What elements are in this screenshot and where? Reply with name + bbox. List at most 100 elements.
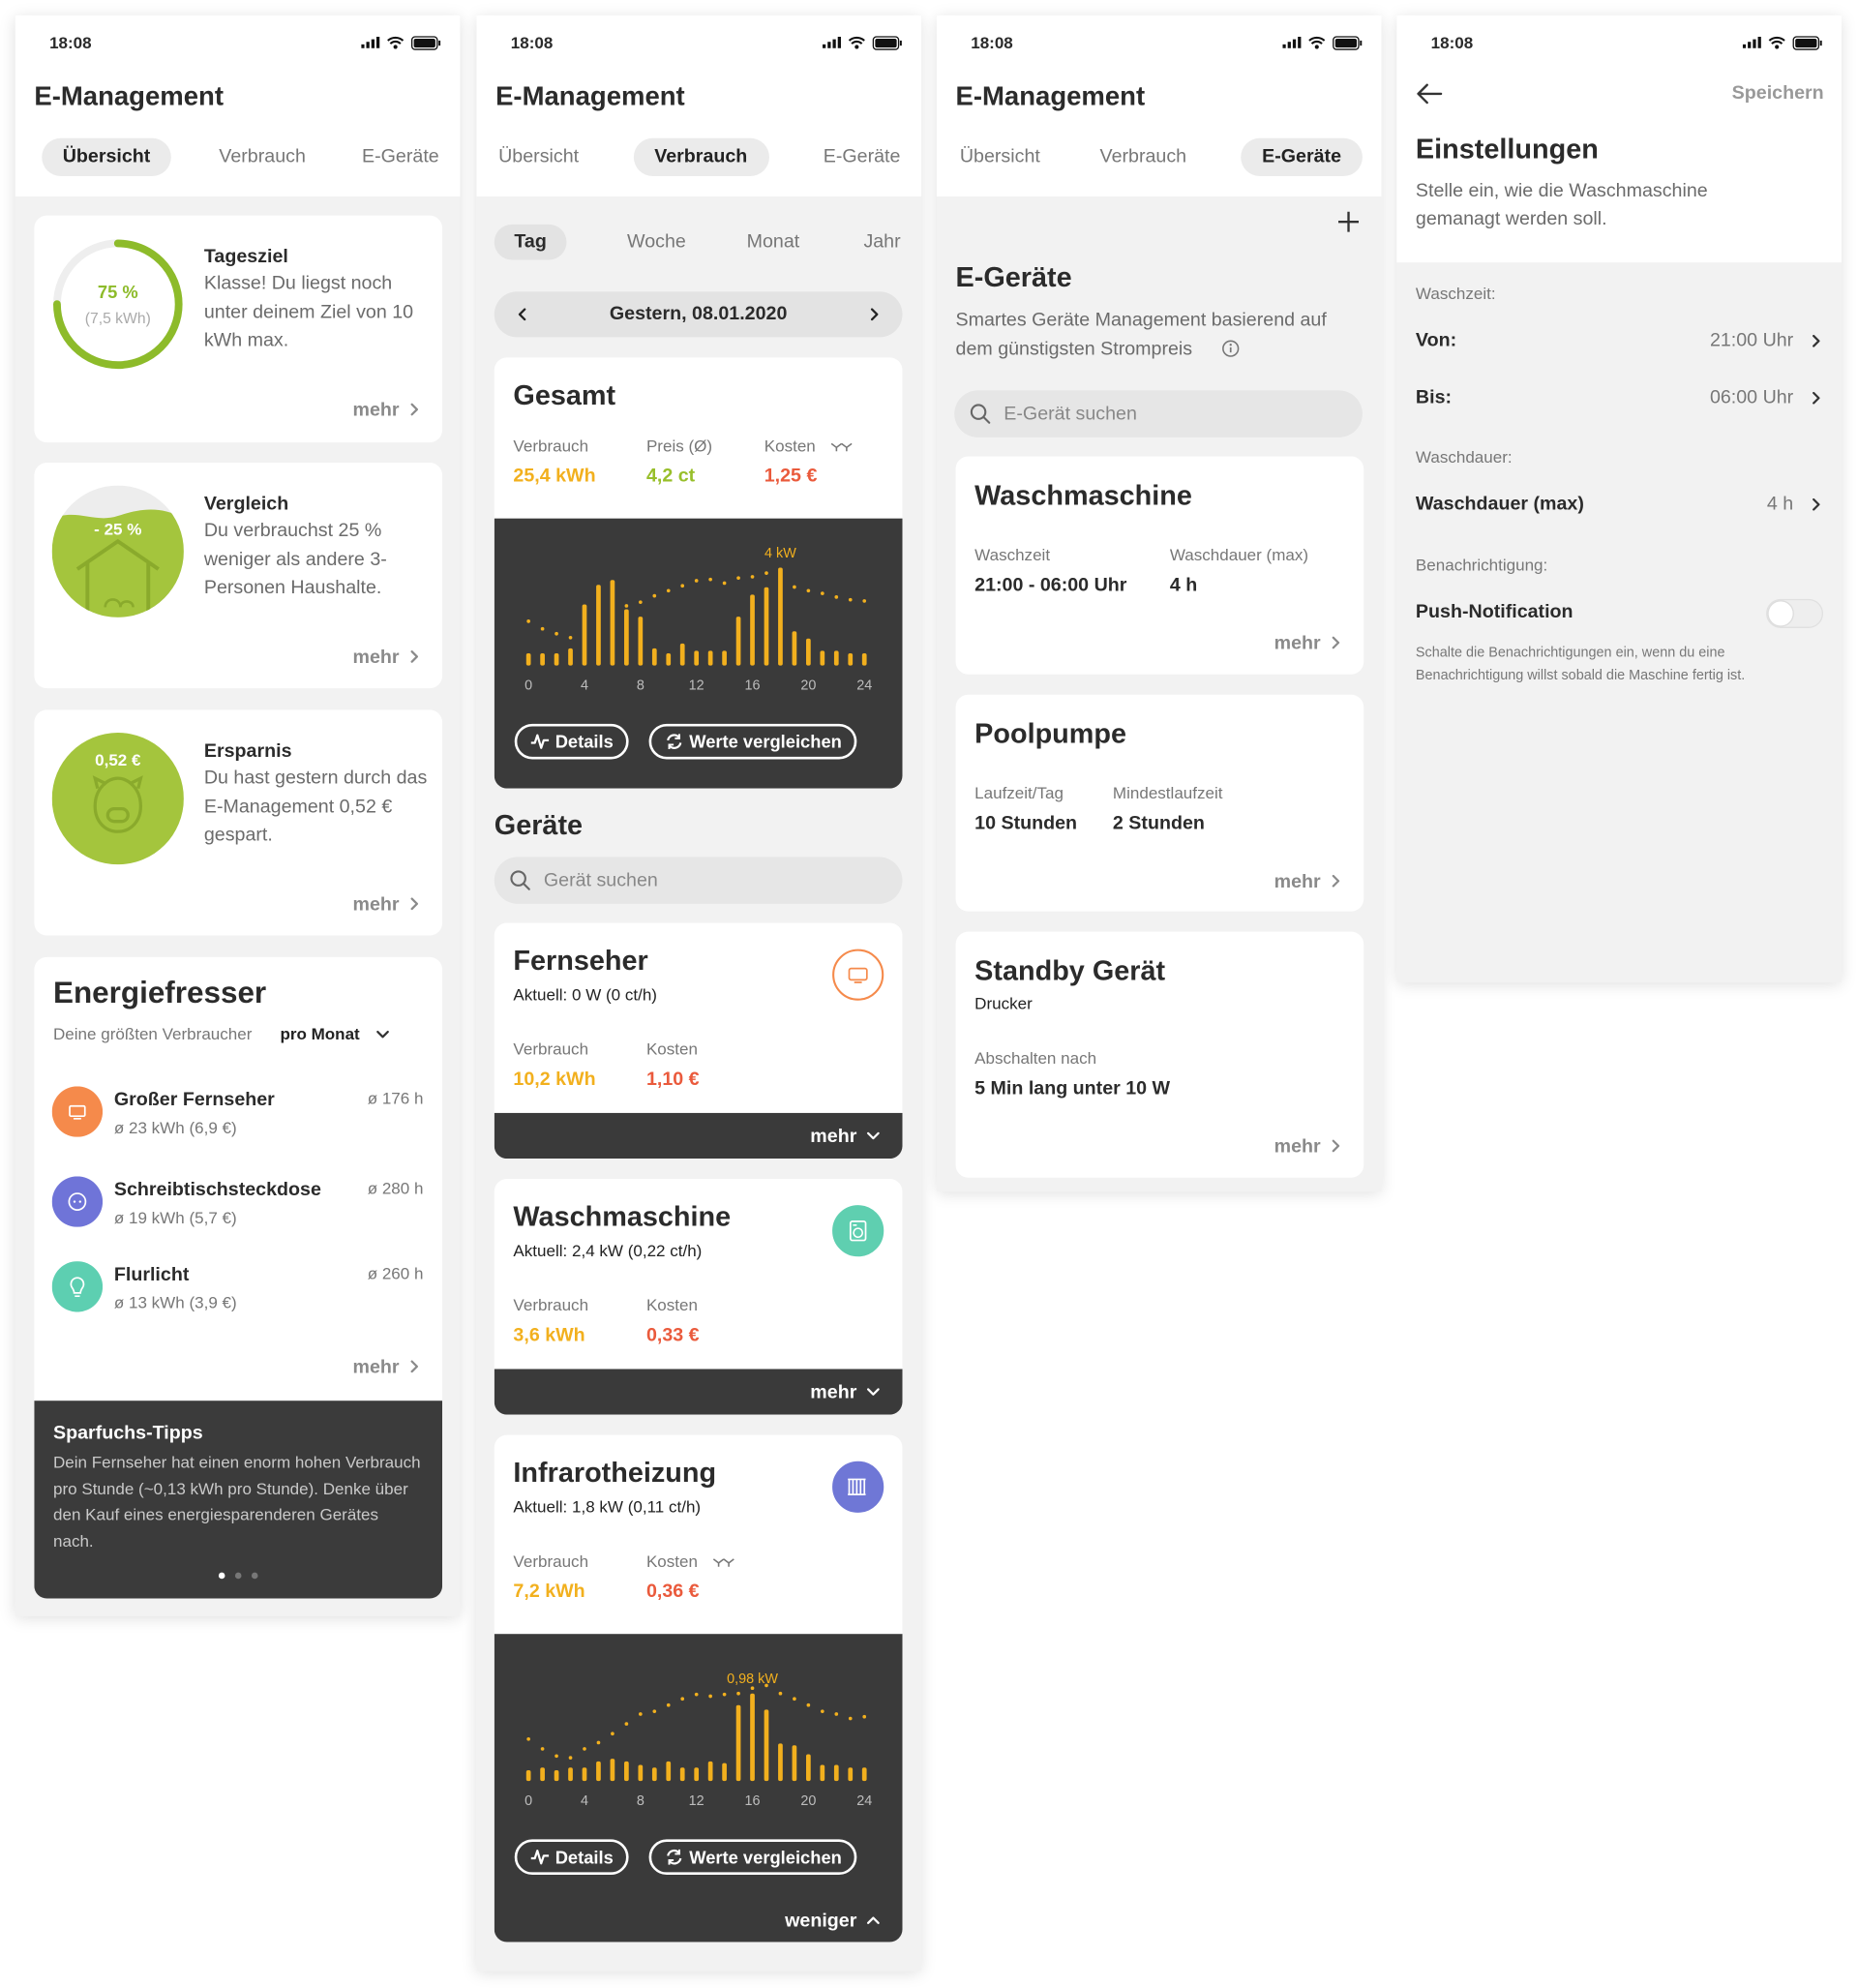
period-tab[interactable]: Woche (627, 230, 686, 253)
period-tab[interactable]: Monat (746, 230, 800, 253)
chevron-icon (1332, 636, 1340, 649)
icon-part (899, 40, 902, 46)
phone-screen: 18:08 E-Management Übersicht Verbrauch E-Ger… (15, 15, 461, 1616)
outline-button[interactable]: Werte vergleichen (648, 1839, 857, 1876)
settings-row[interactable]: Waschdauer (max) 4 h (1396, 482, 1842, 527)
x-tick-label: 12 (689, 1793, 704, 1809)
outline-button[interactable]: Details (514, 1839, 629, 1876)
consumer-hours: ø 280 h (367, 1179, 424, 1198)
price-dot (848, 1716, 853, 1721)
nav-tab[interactable]: Verbrauch (219, 145, 306, 167)
info-icon (1222, 340, 1240, 357)
period-select[interactable]: pro Monat (280, 1024, 360, 1044)
price-dot (820, 591, 824, 595)
icon-part (522, 882, 530, 890)
icon-part (1417, 83, 1443, 105)
more-link[interactable]: mehr (810, 1123, 880, 1148)
more-link[interactable]: mehr (353, 891, 420, 917)
price-dot (736, 1691, 740, 1696)
row-label: Waschdauer (max) (1415, 493, 1584, 515)
more-text: mehr (1274, 870, 1321, 892)
outline-button[interactable]: Werte vergleichen (648, 723, 857, 760)
settings-row[interactable]: Von: 21:00 Uhr (1396, 318, 1842, 364)
icon-part (832, 39, 836, 48)
price-dot (736, 576, 740, 581)
bar (861, 652, 867, 666)
bar (861, 1767, 867, 1782)
settings-row[interactable]: Bis: 06:00 Uhr (1396, 376, 1842, 421)
status-time: 18:08 (510, 33, 554, 52)
period-tab[interactable]: Tag (494, 224, 567, 260)
bar (707, 1761, 713, 1782)
nav-tab[interactable]: E-Geräte (362, 145, 439, 167)
save-button[interactable]: Speichern (1731, 82, 1824, 105)
icon-glyph (848, 1478, 866, 1495)
tips-panel: Sparfuchs-Tipps Dein Fernseher hat einen … (34, 1401, 443, 1599)
card: 0,52 € Ersparnis Du hast gestern durch das… (34, 709, 443, 936)
price-dot (639, 1712, 643, 1716)
icon-part (668, 1849, 680, 1865)
icon-glyph (70, 1277, 85, 1298)
settings-note: Schalte die Benachrichtigungen ein, wenn… (1415, 645, 1746, 683)
bar (596, 585, 601, 666)
icon-part (1298, 36, 1302, 48)
consumer-hours: ø 176 h (367, 1089, 424, 1108)
more-link[interactable]: mehr (1274, 630, 1341, 655)
price-dot (793, 585, 796, 589)
nav-tab[interactable]: Verbrauch (633, 137, 769, 177)
bar (735, 617, 741, 666)
peak-label: 4 kW (764, 546, 796, 561)
bar (582, 604, 587, 666)
more-text: mehr (1274, 631, 1321, 654)
icon-part (234, 1572, 242, 1580)
price-dot (750, 1686, 755, 1691)
bar (610, 580, 615, 666)
more-link[interactable]: mehr (353, 1354, 420, 1379)
card-title: Gesamt (513, 378, 616, 411)
comparison-value: - 25 % (94, 520, 142, 539)
nav-tab[interactable]: E-Geräte (823, 145, 901, 167)
period-tab[interactable]: Jahr (863, 230, 901, 253)
section-subtitle: Deine größten Verbraucher (53, 1024, 253, 1044)
card-text: Klasse! Du liegst noch unter deinem Ziel… (203, 272, 414, 351)
nav-tab[interactable]: Übersicht (959, 145, 1040, 167)
back-button[interactable] (1417, 83, 1443, 105)
bar (750, 594, 755, 666)
nav-tab[interactable]: Verbrauch (1099, 145, 1187, 167)
device-icon (832, 1461, 884, 1513)
price-dot (708, 577, 712, 582)
price-dot (764, 1683, 768, 1688)
nav-tab[interactable]: Übersicht (498, 145, 580, 167)
icon-part (867, 1916, 880, 1924)
x-tick-label: 16 (745, 678, 761, 693)
more-link[interactable]: weniger (785, 1908, 880, 1933)
more-link[interactable]: mehr (1274, 1133, 1341, 1159)
stat-label: Kosten (645, 1295, 698, 1315)
icon-part (1332, 1139, 1340, 1153)
ring-percent: 75 % (97, 281, 138, 302)
icon-part (1748, 42, 1752, 48)
settings-row[interactable]: Push-Notification (1396, 589, 1842, 635)
cost-icon (830, 442, 853, 452)
search-field[interactable]: E-Gerät suchen (954, 390, 1363, 437)
section-label: Waschzeit: (1415, 284, 1496, 304)
piggy-snout (105, 806, 130, 824)
header: 18:08 E-Management Übersicht Verbrauch E-Ger… (15, 15, 461, 197)
bar (820, 650, 825, 666)
icon-part (375, 36, 380, 48)
card-text: Du hast gestern durch das E-Management 0… (203, 767, 428, 846)
outline-button[interactable]: Details (514, 723, 629, 760)
chevron-icon (410, 1360, 419, 1373)
add-button[interactable] (1337, 210, 1361, 233)
search-field[interactable]: Gerät suchen (494, 857, 903, 904)
icon-part (73, 1200, 76, 1203)
nav-tab[interactable]: Übersicht (42, 137, 171, 177)
more-link[interactable]: mehr (353, 644, 420, 669)
more-link[interactable]: mehr (1274, 868, 1341, 893)
more-link[interactable]: mehr (810, 1379, 880, 1404)
icon-part (393, 45, 398, 49)
icon-part (970, 404, 987, 420)
nav-tab[interactable]: E-Geräte (1241, 137, 1363, 177)
more-link[interactable]: mehr (353, 397, 420, 422)
icon-part (1813, 391, 1820, 405)
